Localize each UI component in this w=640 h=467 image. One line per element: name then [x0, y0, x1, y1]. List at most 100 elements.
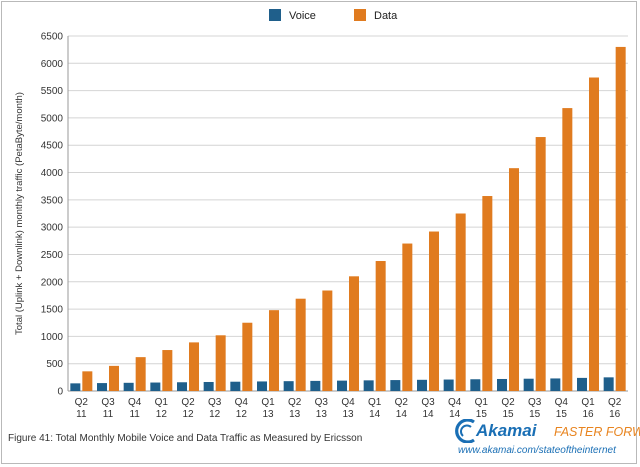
x-tick-label: 13	[289, 409, 301, 420]
bar-voice	[390, 380, 401, 391]
x-tick-label: Q1	[581, 397, 595, 408]
y-tick-label: 6000	[41, 59, 64, 70]
x-tick-label: Q2	[501, 397, 515, 408]
bar-voice	[577, 377, 587, 391]
x-tick-label: Q2	[288, 397, 302, 408]
y-tick-label: 0	[57, 387, 63, 398]
bar-data	[269, 310, 279, 391]
x-tick-label: Q4	[341, 397, 355, 408]
bar-voice	[550, 378, 561, 391]
x-tick-label: 14	[396, 409, 408, 420]
brand-tagline: FASTER FORWARD	[554, 425, 640, 439]
y-axis-label: Total (Uplink + Downlink) monthly traffi…	[14, 92, 25, 335]
x-tick-label: Q4	[128, 397, 142, 408]
legend-swatch-data	[354, 9, 366, 21]
x-tick-label: Q2	[608, 397, 622, 408]
x-tick-label: 11	[76, 409, 87, 420]
bar-voice	[443, 379, 454, 391]
x-tick-label: 15	[476, 409, 488, 420]
bar-data	[562, 108, 573, 391]
y-tick-label: 6500	[41, 32, 64, 43]
bar-voice	[177, 382, 187, 391]
bar-voice	[470, 379, 481, 391]
x-tick-label: Q3	[101, 397, 115, 408]
y-tick-label: 2000	[41, 277, 64, 288]
bar-voice	[363, 380, 374, 391]
x-tick-label: Q4	[555, 397, 569, 408]
y-tick-label: 1500	[41, 305, 64, 316]
y-tick-label: 500	[46, 359, 63, 370]
bar-data	[109, 365, 119, 391]
bar-voice	[310, 380, 321, 391]
akamai-logo-icon	[455, 419, 475, 443]
x-tick-label: 12	[209, 409, 221, 420]
x-tick-label: 15	[502, 409, 514, 420]
bar-voice	[497, 378, 507, 391]
bar-voice	[283, 381, 294, 391]
y-tick-label: 3000	[41, 223, 64, 234]
bar-data	[82, 371, 93, 391]
y-tick-label: 3500	[41, 195, 64, 206]
bar-data	[402, 243, 413, 391]
bar-data	[242, 322, 253, 391]
bar-voice	[603, 377, 614, 391]
x-tick-label: 15	[529, 409, 541, 420]
bar-chart: 0 500 1000 1500 2000 2500 3000 3500 4000 4500 5000…	[14, 9, 628, 420]
x-tick-label: Q4	[235, 397, 249, 408]
bar-voice	[123, 382, 134, 391]
bar-data	[509, 168, 519, 391]
x-tick-label: Q1	[368, 397, 382, 408]
brand-name: Akamai	[476, 421, 537, 440]
bar-voice	[417, 379, 427, 391]
bar-data	[322, 290, 333, 391]
x-tick-label: 12	[236, 409, 248, 420]
bar-data	[482, 196, 493, 391]
x-tick-label: 11	[129, 409, 140, 420]
bar-data	[615, 46, 626, 392]
x-tick-label: 13	[316, 409, 328, 420]
x-tick-label: 16	[609, 409, 621, 420]
bar-voice	[70, 383, 81, 391]
x-tick-label: Q2	[75, 397, 89, 408]
bar-data	[189, 342, 199, 391]
x-tick-label: 14	[369, 409, 381, 420]
legend-label-data: Data	[374, 10, 398, 22]
x-tick-label: Q2	[181, 397, 195, 408]
bar-data	[349, 276, 359, 391]
x-tick-label: 14	[422, 409, 434, 420]
bar-data	[215, 335, 226, 391]
y-tick-label: 1000	[41, 332, 64, 343]
x-tick-label: Q1	[155, 397, 169, 408]
bar-data	[375, 261, 386, 391]
x-tick-label: 11	[103, 409, 114, 420]
akamai-brand: Akamai FASTER FORWARD www.akamai.com/sta…	[454, 419, 640, 461]
bar-data	[535, 137, 546, 391]
x-tick-label: 13	[342, 409, 354, 420]
figure-caption: Figure 41: Total Monthly Mobile Voice an…	[8, 433, 363, 444]
x-tick-label: Q3	[315, 397, 329, 408]
y-tick-label: 5000	[41, 113, 64, 124]
bar-voice	[150, 382, 161, 391]
x-tick-label: Q2	[395, 397, 409, 408]
brand-url[interactable]: www.akamai.com/stateoftheinternet	[458, 445, 616, 456]
bar-data	[589, 77, 599, 391]
x-tick-label: 12	[182, 409, 194, 420]
x-tick-label: 12	[156, 409, 168, 420]
x-tick-label: Q3	[208, 397, 222, 408]
bar-voice	[97, 383, 107, 391]
legend-swatch-voice	[269, 9, 281, 21]
x-tick-label: 16	[582, 409, 594, 420]
y-tick-label: 5500	[41, 86, 64, 97]
x-tick-label: 15	[556, 409, 568, 420]
bar-data	[295, 298, 306, 391]
bar-voice	[337, 380, 347, 391]
bar-data	[162, 350, 173, 391]
x-tick-label: Q1	[261, 397, 275, 408]
bar-data	[429, 231, 439, 391]
bar-voice	[523, 378, 534, 391]
bar-data	[455, 213, 466, 391]
x-tick-label: 14	[449, 409, 461, 420]
bar-voice	[257, 381, 267, 391]
x-tick-label: Q3	[528, 397, 542, 408]
x-tick-label: Q3	[421, 397, 435, 408]
